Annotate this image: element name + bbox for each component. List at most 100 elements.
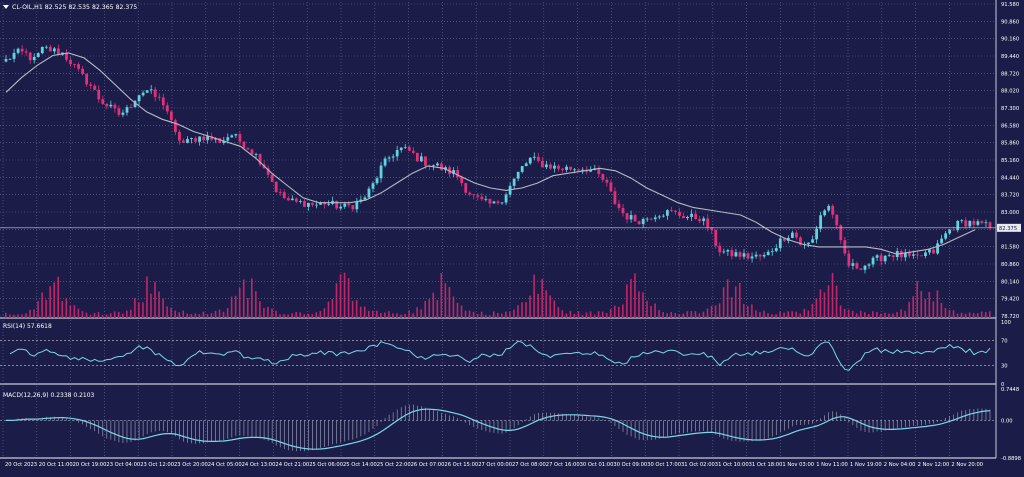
candle-body[interactable] — [157, 96, 161, 98]
candle-body[interactable] — [589, 169, 593, 172]
candle-body[interactable] — [57, 48, 60, 55]
candle-body[interactable] — [569, 166, 572, 170]
candle-body[interactable] — [210, 136, 214, 140]
candle-body[interactable] — [553, 165, 556, 169]
candle-body[interactable] — [282, 192, 286, 199]
candle-body[interactable] — [113, 104, 117, 109]
candle-body[interactable] — [121, 112, 125, 115]
candle-body[interactable] — [891, 255, 895, 258]
candle-body[interactable] — [617, 203, 621, 208]
candle-body[interactable] — [182, 140, 185, 143]
candle-body[interactable] — [557, 165, 560, 169]
candle-body[interactable] — [234, 134, 238, 136]
candle-body[interactable] — [85, 73, 89, 85]
candle-body[interactable] — [391, 156, 395, 158]
candle-body[interactable] — [875, 255, 879, 258]
candle-body[interactable] — [819, 215, 823, 229]
candle-body[interactable] — [24, 51, 28, 53]
candle-body[interactable] — [492, 201, 496, 204]
candle-body[interactable] — [924, 252, 927, 257]
candle-body[interactable] — [799, 237, 802, 245]
candle-body[interactable] — [178, 131, 181, 141]
candle-body[interactable] — [742, 253, 746, 257]
candle-body[interactable] — [916, 254, 919, 256]
dropdown-triangle-icon[interactable] — [3, 5, 9, 9]
candle-body[interactable] — [903, 252, 907, 258]
candle-body[interactable] — [89, 84, 93, 86]
candle-body[interactable] — [278, 191, 282, 193]
candle-body[interactable] — [690, 213, 693, 217]
candle-body[interactable] — [782, 238, 786, 241]
candle-body[interactable] — [81, 68, 85, 74]
candle-body[interactable] — [968, 220, 972, 227]
candle-body[interactable] — [290, 198, 294, 201]
candle-body[interactable] — [710, 227, 714, 230]
candle-body[interactable] — [899, 251, 903, 258]
candle-body[interactable] — [65, 52, 68, 60]
candle-body[interactable] — [460, 176, 464, 184]
candle-body[interactable] — [536, 156, 540, 161]
candle-body[interactable] — [395, 150, 399, 157]
candle-body[interactable] — [456, 170, 460, 177]
candle-body[interactable] — [633, 215, 637, 222]
candle-body[interactable] — [629, 215, 633, 220]
candle-body[interactable] — [859, 268, 863, 270]
candle-body[interactable] — [641, 218, 645, 225]
candle-body[interactable] — [347, 203, 351, 206]
candle-body[interactable] — [972, 220, 976, 225]
candle-body[interactable] — [399, 147, 403, 151]
candle-body[interactable] — [294, 198, 298, 202]
candle-body[interactable] — [952, 229, 956, 231]
candle-body[interactable] — [621, 207, 625, 214]
candle-body[interactable] — [948, 229, 952, 234]
candle-body[interactable] — [863, 265, 867, 270]
candle-body[interactable] — [928, 249, 931, 253]
candle-body[interactable] — [528, 157, 532, 164]
candle-body[interactable] — [464, 183, 468, 193]
candle-body[interactable] — [194, 138, 197, 142]
candle-body[interactable] — [500, 202, 504, 204]
candle-body[interactable] — [795, 232, 798, 238]
candle-body[interactable] — [532, 156, 536, 158]
candle-body[interactable] — [682, 215, 685, 219]
candle-body[interactable] — [944, 233, 948, 239]
candle-body[interactable] — [670, 210, 673, 211]
candle-body[interactable] — [327, 203, 331, 205]
candle-body[interactable] — [432, 165, 435, 167]
candle-body[interactable] — [758, 254, 762, 257]
candle-body[interactable] — [706, 218, 710, 228]
candle-body[interactable] — [274, 181, 278, 192]
candle-body[interactable] — [750, 256, 754, 259]
candle-body[interactable] — [815, 228, 818, 240]
candle-body[interactable] — [307, 202, 310, 207]
candle-body[interactable] — [940, 238, 944, 244]
candle-body[interactable] — [44, 46, 48, 48]
candle-body[interactable] — [565, 166, 568, 170]
candle-body[interactable] — [649, 218, 653, 220]
candle-body[interactable] — [581, 169, 585, 171]
candle-body[interactable] — [311, 202, 314, 205]
candle-body[interactable] — [298, 200, 302, 202]
candle-body[interactable] — [871, 257, 875, 265]
candle-body[interactable] — [730, 250, 734, 257]
candle-body[interactable] — [319, 202, 322, 205]
candle-body[interactable] — [468, 192, 472, 195]
candle-body[interactable] — [367, 188, 371, 198]
candle-body[interactable] — [202, 136, 206, 141]
candle-body[interactable] — [512, 178, 516, 186]
candle-body[interactable] — [645, 218, 649, 220]
candle-body[interactable] — [734, 252, 738, 257]
candle-body[interactable] — [40, 46, 44, 54]
candle-body[interactable] — [48, 46, 52, 52]
candle-body[interactable] — [855, 263, 859, 269]
candle-body[interactable] — [561, 168, 564, 170]
candle-body[interactable] — [609, 182, 613, 192]
candle-body[interactable] — [415, 152, 419, 162]
candle-body[interactable] — [4, 59, 8, 62]
candle-body[interactable] — [887, 255, 891, 257]
candle-body[interactable] — [355, 201, 359, 210]
candle-body[interactable] — [907, 252, 911, 256]
candle-body[interactable] — [303, 200, 306, 207]
candle-body[interactable] — [665, 210, 669, 216]
